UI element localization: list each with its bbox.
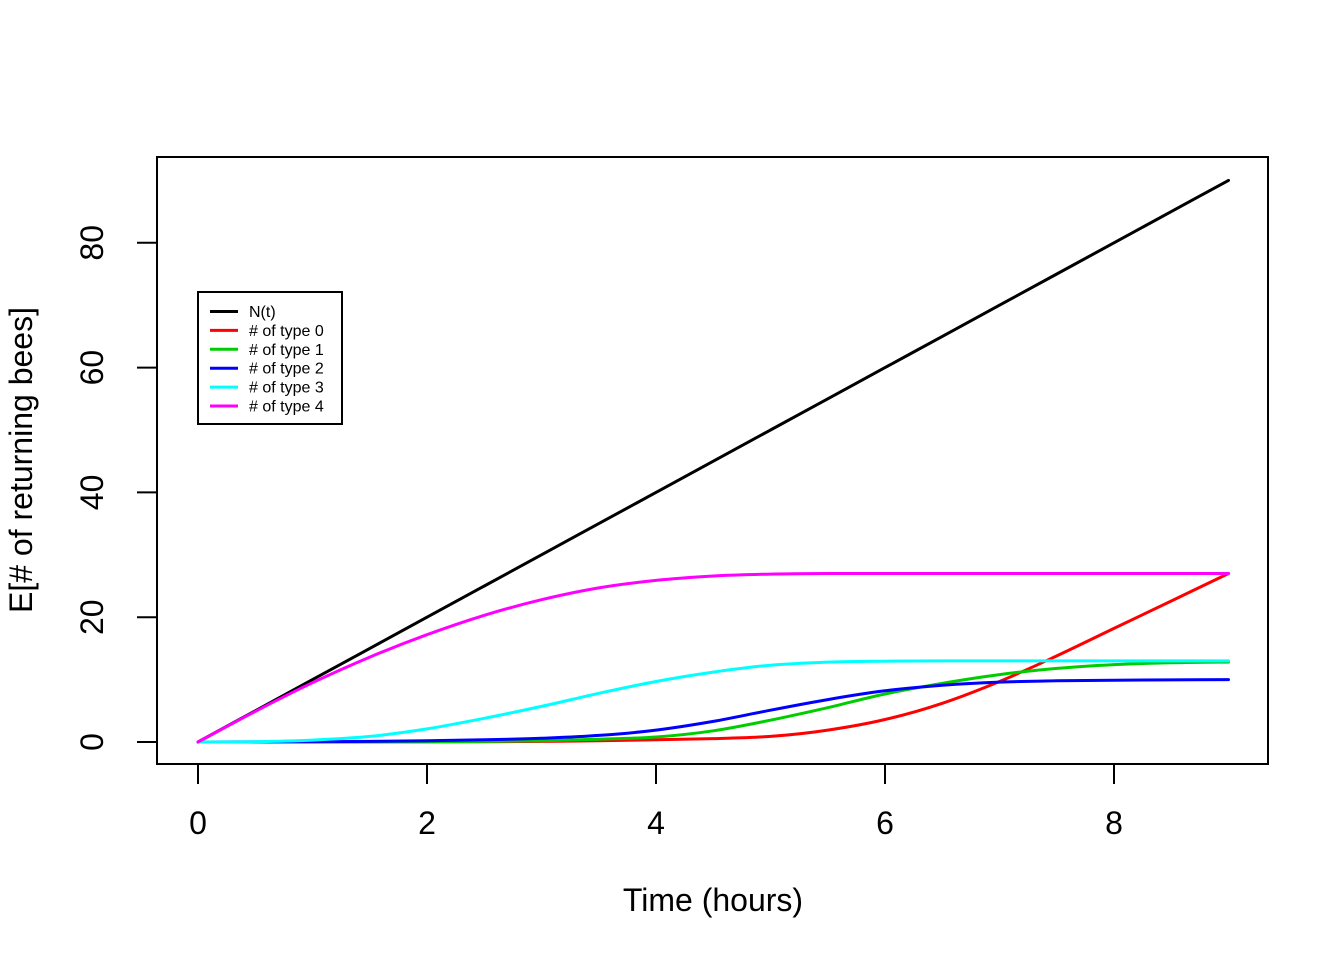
y-tick-label: 80 — [74, 225, 110, 261]
x-axis-title: Time (hours) — [623, 882, 803, 918]
y-tick-label: 20 — [74, 599, 110, 635]
y-tick-label: 40 — [74, 475, 110, 511]
series-line-5 — [196, 571, 1230, 744]
series-line-0 — [196, 178, 1230, 744]
series-line-4 — [196, 659, 1230, 744]
y-axis-title: E[# of returning bees] — [3, 307, 39, 613]
series-line-2 — [196, 660, 1230, 744]
x-tick-label: 6 — [876, 805, 894, 841]
x-axis: 0 2 4 6 8 — [189, 764, 1123, 841]
legend-label-2: # of type 1 — [249, 342, 324, 359]
series-line-3 — [196, 678, 1230, 744]
x-tick-label: 0 — [189, 805, 207, 841]
legend-label-3: # of type 2 — [249, 361, 324, 378]
x-tick-label: 2 — [418, 805, 436, 841]
plot-frame — [156, 156, 1269, 765]
legend-label-5: # of type 4 — [249, 399, 324, 416]
series-lines — [196, 178, 1230, 744]
legend-label-4: # of type 3 — [249, 380, 324, 397]
y-tick-label: 60 — [74, 350, 110, 386]
legend-label-0: N(t) — [249, 304, 276, 321]
legend: N(t) # of type 0 # of type 1 # of type 2 # o… — [197, 291, 343, 425]
x-tick-label: 4 — [647, 805, 665, 841]
x-tick-label: 8 — [1105, 805, 1123, 841]
y-axis: 0 20 40 60 80 — [74, 225, 157, 751]
y-tick-label: 0 — [74, 733, 110, 751]
legend-label-1: # of type 0 — [249, 323, 324, 340]
legend-box — [197, 291, 343, 425]
